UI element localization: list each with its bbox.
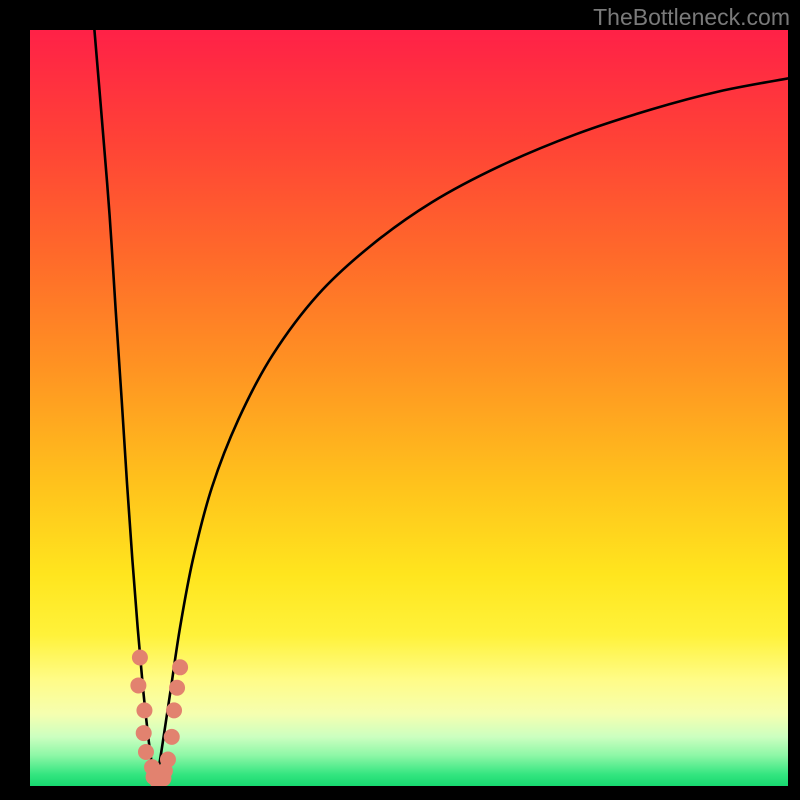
plot-background — [30, 30, 788, 786]
data-point — [132, 649, 148, 665]
bottleneck-chart — [0, 0, 800, 800]
data-point — [164, 729, 180, 745]
data-point — [136, 725, 152, 741]
data-point — [169, 680, 185, 696]
data-point — [130, 677, 146, 693]
data-point — [172, 659, 188, 675]
watermark-text: TheBottleneck.com — [593, 4, 790, 31]
data-point — [138, 744, 154, 760]
chart-container: TheBottleneck.com — [0, 0, 800, 800]
data-point — [166, 702, 182, 718]
data-point — [160, 752, 176, 768]
data-point — [136, 702, 152, 718]
